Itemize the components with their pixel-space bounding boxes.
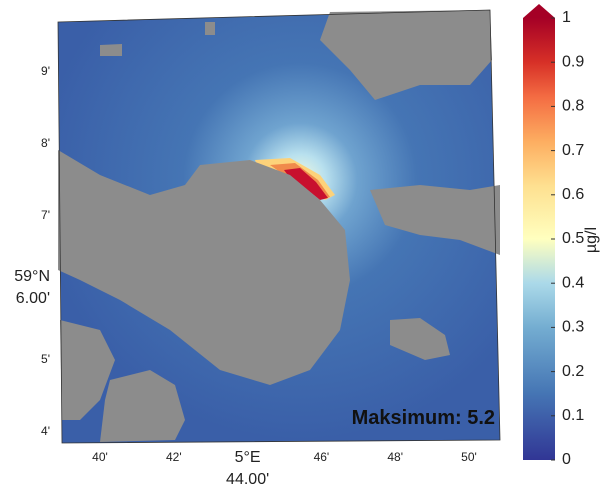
- land: [58, 10, 500, 442]
- colorbar: [523, 18, 555, 460]
- colorbar-tick-label: 0.6: [562, 186, 584, 203]
- map-frame: [57, 9, 501, 444]
- colorbar-tick-label: 1: [562, 9, 571, 26]
- x-tick-label: 50': [461, 450, 477, 464]
- y-tick-label: 8': [41, 136, 50, 150]
- colorbar-tick-label: 0.7: [562, 142, 584, 159]
- annotation: Maksimum: 5.2: [352, 407, 495, 429]
- y-tick-label: 7': [41, 208, 50, 222]
- colorbar-tick-label: 0.9: [562, 53, 584, 70]
- x-tick-label: 5°E: [235, 449, 261, 466]
- y-tick-label: 9': [41, 64, 50, 78]
- colorbar-tick-label: 0.3: [562, 319, 584, 336]
- colorbar-tick-label: 0: [562, 451, 571, 468]
- colorbar-tick-label: 0.5: [562, 230, 584, 247]
- plume: [255, 158, 335, 200]
- y-tick-label: 6.00': [16, 290, 50, 307]
- x-tick-label: 46': [314, 450, 330, 464]
- y-tick-label: 59°N: [14, 268, 50, 285]
- x-tick-label: 40': [92, 450, 108, 464]
- colorbar-tick-label: 0.2: [562, 363, 584, 380]
- colorbar-tick-label: 0.4: [562, 274, 584, 291]
- map: Maksimum: 5.2: [57, 9, 501, 444]
- x-tick-label: 42': [166, 450, 182, 464]
- colorbar-extend: [523, 4, 555, 18]
- y-tick-label: 4': [41, 424, 50, 438]
- colorbar-tick-label: 0.1: [562, 407, 584, 424]
- x-tick-label: 48': [387, 450, 403, 464]
- x-tick-label: 44.00': [226, 471, 269, 488]
- colorbar-label: µg/l: [583, 227, 600, 253]
- colorbar-tick-label: 0.8: [562, 98, 584, 115]
- y-tick-label: 5': [41, 352, 50, 366]
